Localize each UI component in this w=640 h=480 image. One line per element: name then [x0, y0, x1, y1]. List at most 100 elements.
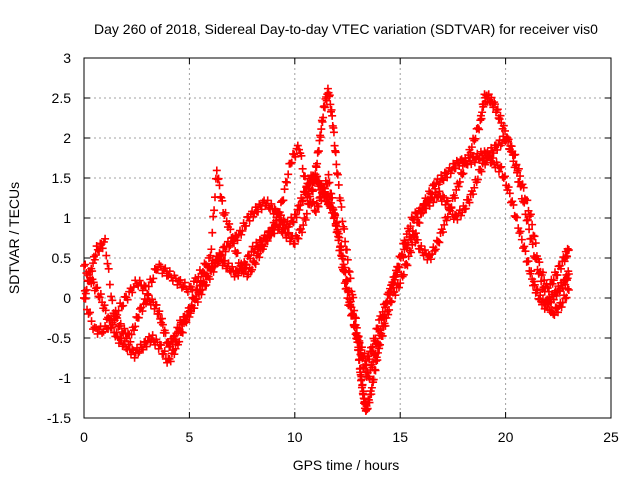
data-point — [398, 250, 407, 259]
data-point — [509, 200, 518, 209]
data-point — [87, 317, 96, 326]
data-point — [346, 302, 355, 311]
data-point — [279, 196, 288, 205]
data-point — [455, 177, 464, 186]
data-point — [224, 259, 233, 268]
data-point — [415, 218, 424, 227]
data-point — [354, 332, 363, 341]
data-point — [544, 296, 553, 305]
data-point — [286, 159, 295, 168]
data-point — [199, 277, 208, 286]
data-point — [563, 252, 572, 261]
y-tick-label: 0 — [63, 290, 71, 306]
data-point — [197, 269, 206, 278]
data-point — [173, 323, 182, 332]
data-point — [435, 187, 444, 196]
data-point — [511, 150, 520, 159]
data-point — [134, 349, 143, 358]
chart-title: Day 260 of 2018, Sidereal Day-to-day VTE… — [94, 21, 598, 37]
data-point — [225, 219, 234, 228]
data-point — [301, 172, 310, 181]
data-point — [183, 287, 192, 296]
y-tick-label: 1.5 — [52, 170, 72, 186]
data-point — [493, 105, 502, 114]
data-point — [337, 242, 346, 251]
data-point — [377, 314, 386, 323]
data-point — [463, 159, 472, 168]
data-point — [514, 164, 523, 173]
x-tick-labels: 0 5 10 15 20 25 — [80, 429, 619, 445]
data-point — [298, 228, 307, 237]
data-point — [188, 285, 197, 294]
data-point — [313, 159, 322, 168]
data-point — [210, 206, 219, 215]
series-trace-c — [80, 132, 573, 370]
data-point — [346, 274, 355, 283]
data-point — [355, 336, 364, 345]
data-point — [170, 350, 179, 359]
data-point — [343, 294, 352, 303]
data-point — [396, 279, 405, 288]
data-point — [292, 213, 301, 222]
data-point — [333, 170, 342, 179]
data-point — [417, 209, 426, 218]
data-point — [382, 299, 391, 308]
data-point — [336, 246, 345, 255]
data-point — [293, 141, 302, 150]
data-point — [366, 343, 375, 352]
data-point — [361, 356, 370, 365]
data-point — [90, 255, 99, 264]
data-point — [406, 222, 415, 231]
data-point — [221, 247, 230, 256]
data-point — [443, 196, 452, 205]
data-point — [120, 324, 129, 333]
data-point — [390, 272, 399, 281]
data-point — [272, 216, 281, 225]
data-point — [316, 133, 325, 142]
data-point — [451, 193, 460, 202]
data-point — [93, 245, 102, 254]
y-tick-label: -0.5 — [47, 330, 71, 346]
data-point — [158, 320, 167, 329]
data-point — [165, 267, 174, 276]
data-point — [251, 260, 260, 269]
data-point — [430, 246, 439, 255]
y-tick-label: 0.5 — [52, 250, 72, 266]
data-point — [340, 279, 349, 288]
data-point — [108, 296, 117, 305]
data-point — [294, 234, 303, 243]
data-point — [104, 264, 113, 273]
data-point — [533, 285, 542, 294]
data-point — [144, 282, 153, 291]
data-point — [226, 225, 235, 234]
data-point — [310, 206, 319, 215]
data-point — [507, 142, 516, 151]
data-point — [208, 228, 217, 237]
data-point — [528, 220, 537, 229]
data-point — [159, 265, 168, 274]
data-point — [411, 208, 420, 217]
data-point — [324, 170, 333, 179]
data-point — [116, 319, 125, 328]
data-point — [328, 193, 337, 202]
data-point — [334, 180, 343, 189]
data-point — [470, 136, 479, 145]
data-point — [328, 111, 337, 120]
data-point — [186, 306, 195, 315]
data-point — [158, 269, 167, 278]
data-point — [337, 203, 346, 212]
data-point — [144, 291, 153, 300]
x-tick-label: 0 — [80, 429, 88, 445]
data-point — [513, 213, 522, 222]
data-point — [362, 361, 371, 370]
data-point — [206, 251, 215, 260]
data-point — [467, 143, 476, 152]
data-point — [101, 234, 110, 243]
y-tick-labels: -1.5 -1 -0.5 0 0.5 1 1.5 2 2.5 3 — [47, 50, 71, 426]
data-point — [283, 228, 292, 237]
data-point — [119, 301, 128, 310]
data-point — [564, 246, 573, 254]
data-point — [329, 128, 338, 137]
data-point — [402, 260, 411, 269]
y-tick-label: 2 — [63, 130, 71, 146]
